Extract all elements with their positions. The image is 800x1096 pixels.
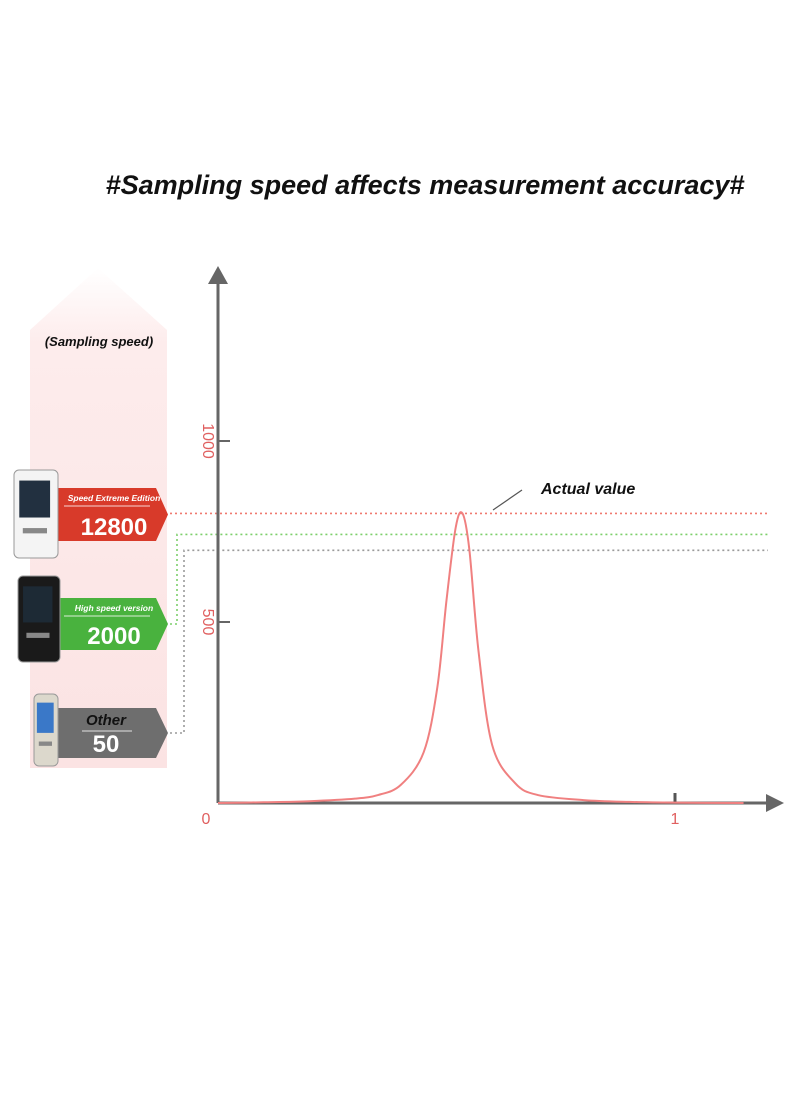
x-tick-label: 1 <box>671 811 680 828</box>
device-image <box>17 575 61 663</box>
page-title: #Sampling speed affects measurement accu… <box>105 170 745 200</box>
sampling-speed-label: (Sampling speed) <box>45 334 153 349</box>
rate-banner <box>52 708 168 758</box>
peak-curve <box>217 511 744 804</box>
rate-banner <box>24 488 168 541</box>
x-tick-label: 0 <box>202 811 211 828</box>
edition-label: Other <box>86 712 127 729</box>
device-card: Speed Extreme Edition 12800 <box>13 469 168 559</box>
edition-label: Speed Extreme Edition <box>68 493 161 503</box>
y-tick-label: 500 <box>199 609 216 636</box>
actual-value-label: Actual value <box>540 481 635 498</box>
annotation-leader <box>492 489 523 511</box>
edition-label: High speed version <box>75 603 153 613</box>
device-image <box>33 693 59 767</box>
device-card: Other 50 <box>33 693 168 767</box>
reference-line <box>170 533 768 625</box>
device-list: Speed Extreme Edition 12800 High speed ver… <box>13 469 168 767</box>
sampling-rate-value: 50 <box>93 731 120 758</box>
reference-lines <box>170 512 768 734</box>
sampling-rate-value: 2000 <box>87 623 140 650</box>
device-card: High speed version 2000 <box>17 575 168 663</box>
reference-line <box>170 549 768 734</box>
y-axis <box>208 266 228 803</box>
y-tick-label: 1000 <box>199 423 216 459</box>
y-ticks: 1000 500 <box>199 423 230 635</box>
device-image <box>13 469 59 559</box>
sampling-rate-value: 12800 <box>81 514 148 541</box>
